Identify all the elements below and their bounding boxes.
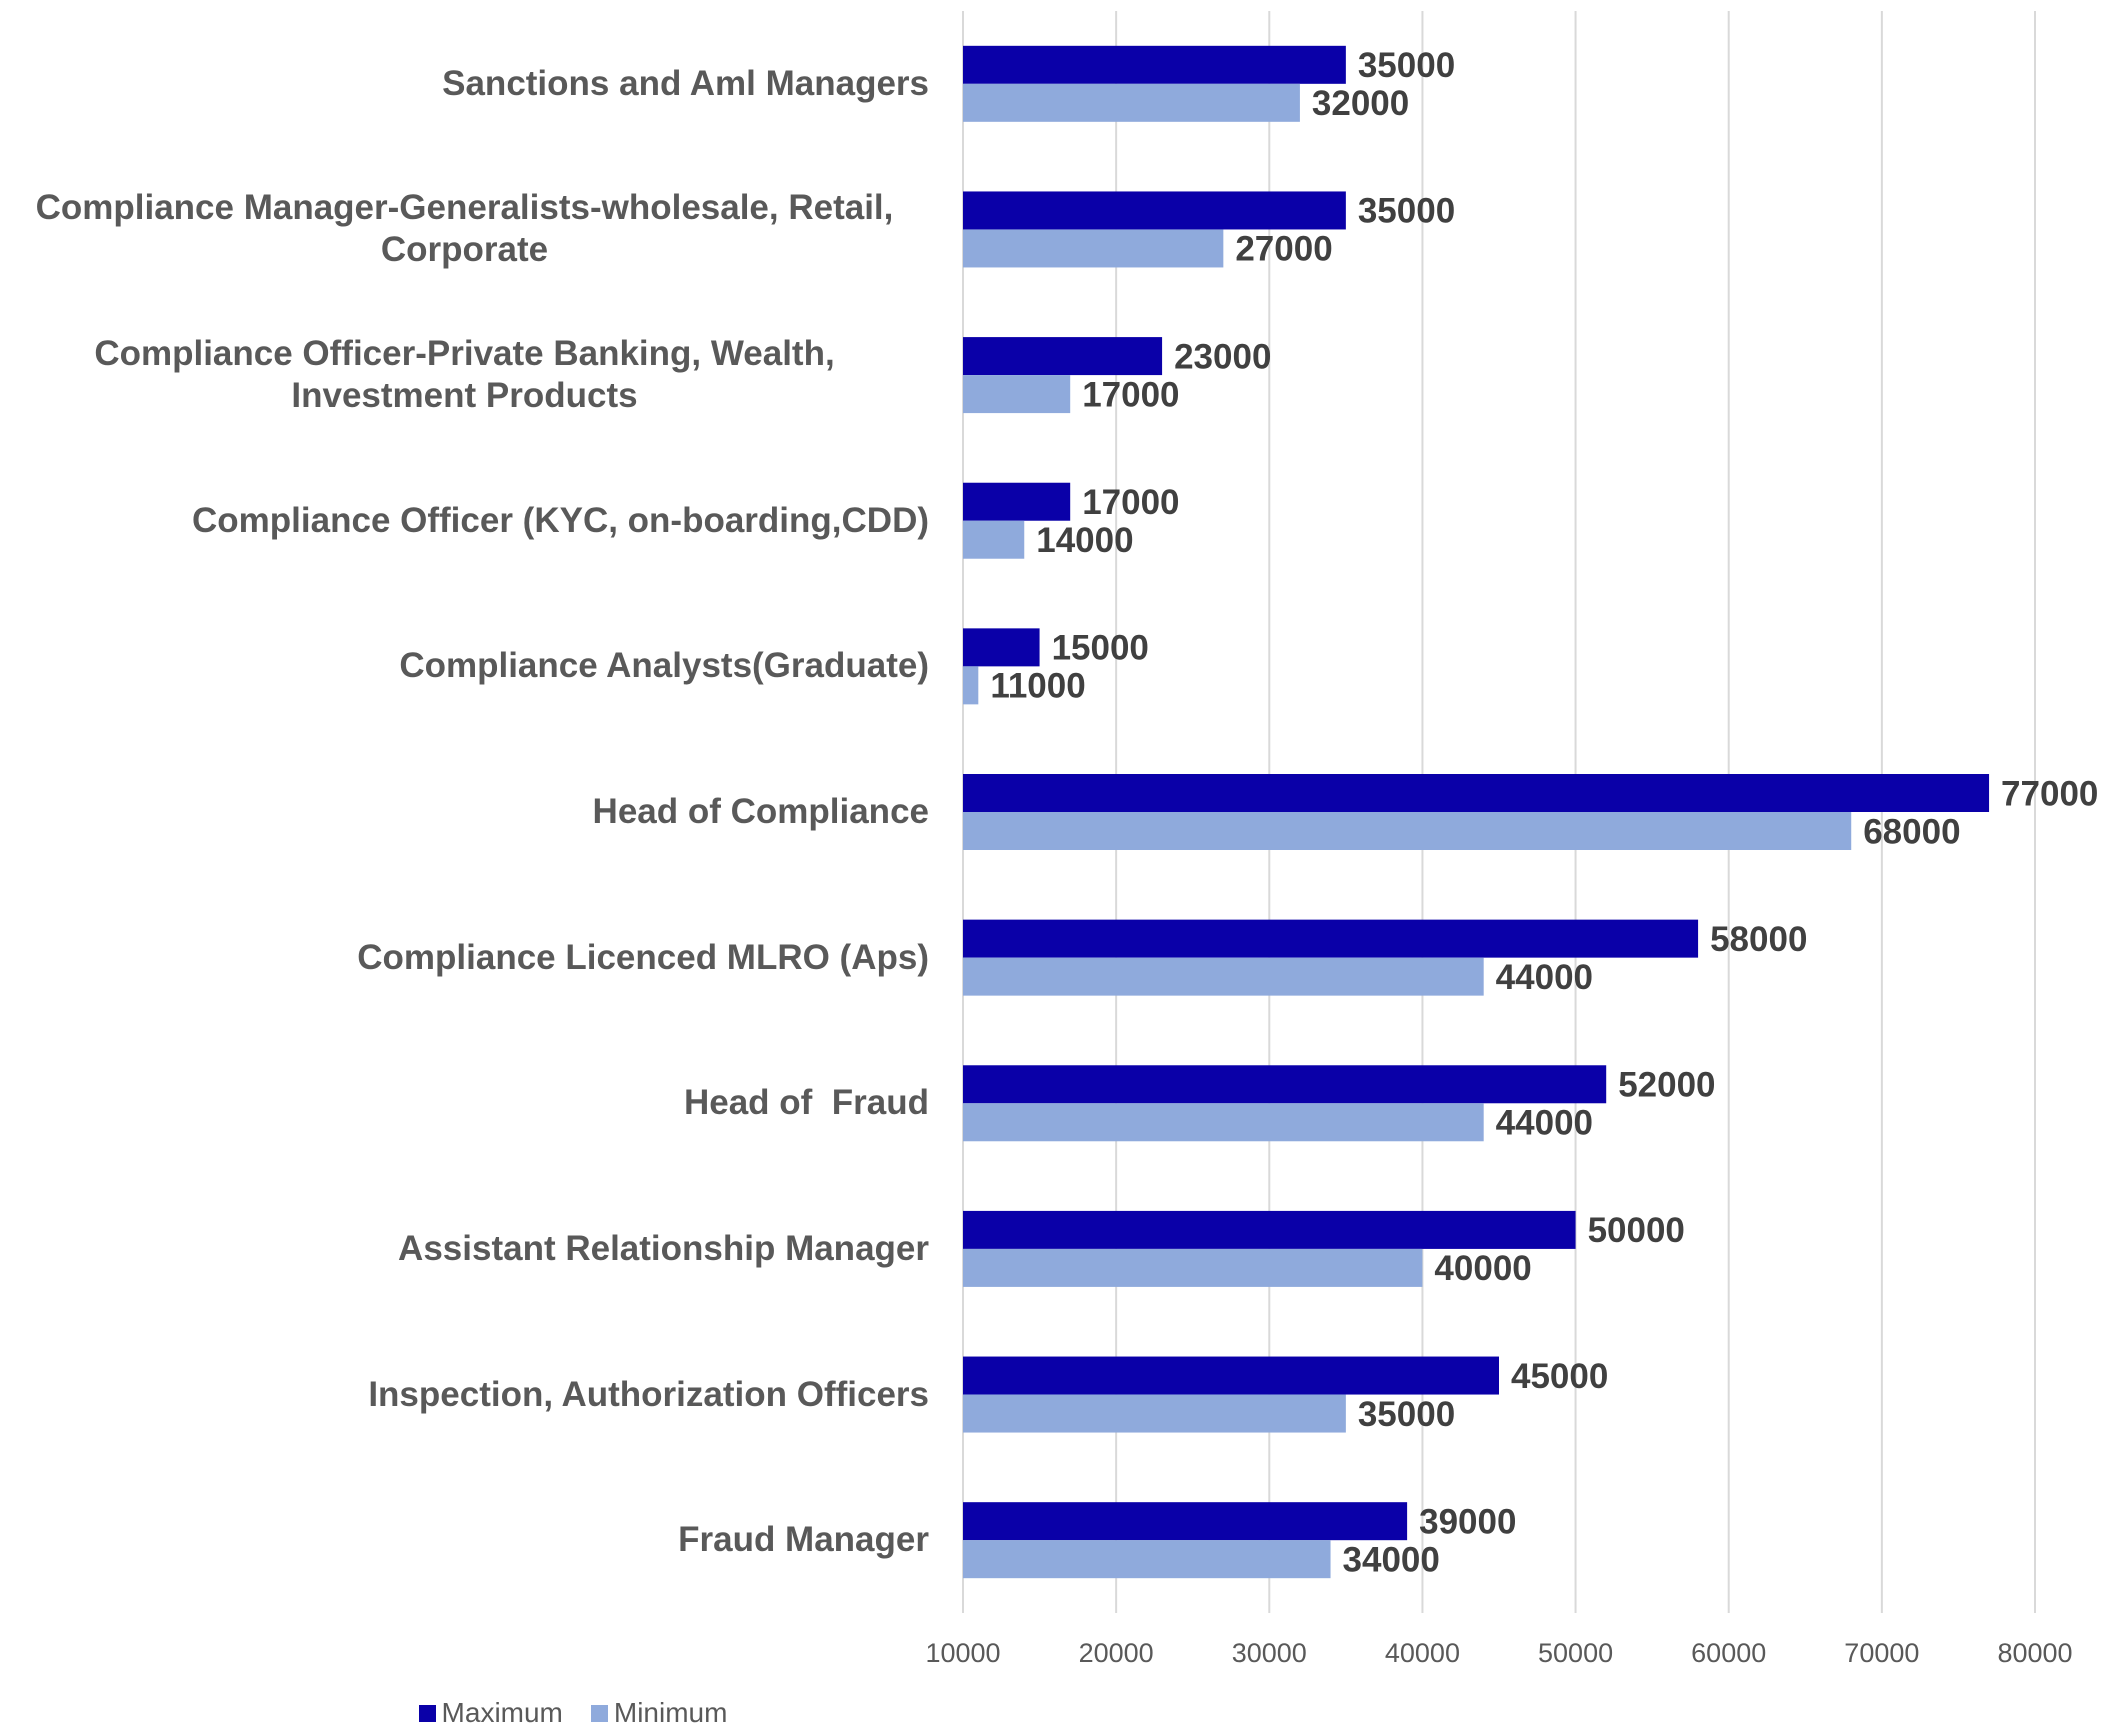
bar xyxy=(963,1394,1346,1433)
data-label: 17000 xyxy=(1082,483,1179,522)
data-label: 15000 xyxy=(1052,629,1149,668)
category-label: Assistant Relationship Manager xyxy=(398,1228,929,1268)
data-label: 14000 xyxy=(1036,521,1133,560)
bar xyxy=(963,628,1040,667)
data-label: 35000 xyxy=(1358,192,1455,231)
data-label: 68000 xyxy=(1863,812,1960,851)
bar xyxy=(963,919,1699,958)
legend: Maximum Minimum xyxy=(0,1697,1626,1725)
category-label: Compliance Manager-Generalists-wholesale… xyxy=(35,188,904,270)
category-label: Fraud Manager xyxy=(678,1520,929,1560)
y-tick-label: Inspection, Authorization Officers xyxy=(368,1374,929,1416)
y-tick-label: Head of Fraud xyxy=(684,1082,929,1124)
category-label: Head of Compliance xyxy=(592,792,929,831)
bar xyxy=(963,1065,1607,1104)
category-label: Compliance Officer-Private Banking, Weal… xyxy=(94,334,845,416)
bar xyxy=(963,1356,1499,1395)
data-label: 34000 xyxy=(1343,1540,1440,1579)
x-tick-label: 60000 xyxy=(1691,1638,1766,1668)
y-tick-label: Compliance Officer (KYC, on-boarding,CDD… xyxy=(192,500,929,542)
y-tick-label: Compliance Licenced MLRO (Aps) xyxy=(357,937,929,979)
data-label: 77000 xyxy=(2001,774,2098,813)
legend-label: Minimum xyxy=(613,1697,728,1725)
bar xyxy=(963,482,1071,521)
category-label: Compliance Licenced MLRO (Aps) xyxy=(357,937,929,977)
bar xyxy=(963,375,1071,414)
bar xyxy=(963,1103,1484,1142)
data-label: 35000 xyxy=(1358,46,1455,85)
data-label: 40000 xyxy=(1434,1249,1531,1288)
data-label: 32000 xyxy=(1312,84,1409,123)
category-label: Sanctions and Aml Managers xyxy=(442,63,929,103)
x-tick-label: 80000 xyxy=(1997,1638,2072,1668)
category-label: Head of Fraud xyxy=(683,1083,929,1123)
bar xyxy=(963,1502,1408,1541)
legend-swatch xyxy=(418,1704,436,1722)
y-tick-label: Compliance Officer-Private Banking, Weal… xyxy=(0,333,929,417)
x-tick-label: 30000 xyxy=(1232,1638,1307,1668)
y-tick-label: Fraud Manager xyxy=(678,1519,929,1561)
legend-label: Maximum xyxy=(441,1697,563,1725)
legend-item: Maximum xyxy=(418,1697,563,1725)
category-label: Compliance Analysts(Graduate) xyxy=(399,646,929,686)
x-tick-label: 50000 xyxy=(1538,1638,1613,1668)
legend-item: Minimum xyxy=(590,1697,728,1725)
x-tick-label: 70000 xyxy=(1844,1638,1919,1668)
x-tick-label: 40000 xyxy=(1385,1638,1460,1668)
data-label: 23000 xyxy=(1174,337,1271,376)
bar xyxy=(963,1248,1423,1287)
bar xyxy=(963,83,1300,122)
data-label: 17000 xyxy=(1082,375,1179,414)
bar xyxy=(963,191,1346,230)
bar xyxy=(963,45,1346,84)
category-label: Compliance Officer (KYC, on-boarding,CDD… xyxy=(192,500,929,540)
bar xyxy=(963,1210,1576,1249)
y-tick-label: Compliance Manager-Generalists-wholesale… xyxy=(0,187,929,271)
bar xyxy=(963,957,1484,996)
data-label: 44000 xyxy=(1496,958,1593,997)
bar xyxy=(963,1540,1331,1579)
y-tick-label: Assistant Relationship Manager xyxy=(398,1228,929,1270)
data-label: 11000 xyxy=(990,667,1085,706)
data-label: 39000 xyxy=(1419,1502,1516,1541)
data-label: 52000 xyxy=(1618,1066,1715,1105)
bar xyxy=(963,520,1025,559)
bar xyxy=(963,812,1852,850)
legend-swatch xyxy=(590,1704,608,1722)
category-label: Inspection, Authorization Officers xyxy=(368,1374,929,1414)
x-tick-label: 10000 xyxy=(925,1638,1000,1668)
y-tick-label: Head of Compliance xyxy=(593,791,929,833)
data-label: 50000 xyxy=(1588,1211,1685,1250)
bar xyxy=(963,229,1224,268)
data-label: 58000 xyxy=(1710,920,1807,959)
data-label: 35000 xyxy=(1358,1395,1455,1434)
data-label: 27000 xyxy=(1235,230,1332,269)
bar xyxy=(963,337,1163,376)
y-tick-label: Sanctions and Aml Managers xyxy=(442,63,929,105)
data-label: 45000 xyxy=(1511,1357,1608,1396)
data-label: 44000 xyxy=(1496,1104,1593,1143)
bar xyxy=(963,774,1990,812)
bar xyxy=(963,666,979,705)
y-tick-label: Compliance Analysts(Graduate) xyxy=(399,645,929,687)
x-tick-label: 20000 xyxy=(1079,1638,1154,1668)
